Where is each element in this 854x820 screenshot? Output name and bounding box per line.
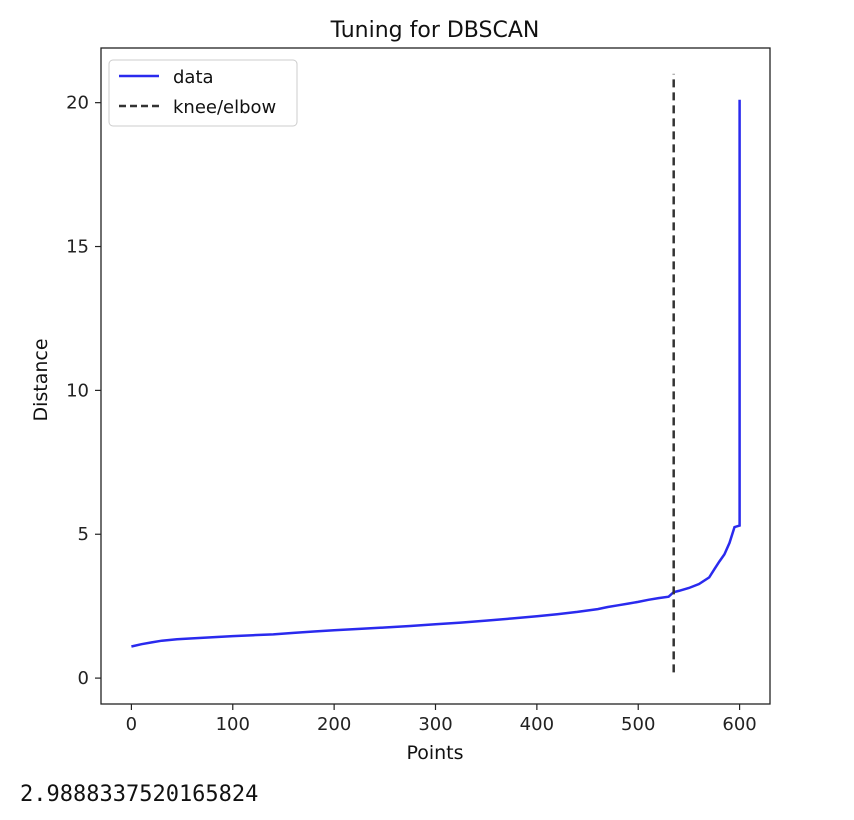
y-tick-label: 0	[78, 668, 89, 689]
y-tick-label: 15	[66, 237, 89, 258]
x-axis-label: Points	[406, 742, 463, 764]
x-tick-label: 100	[216, 714, 250, 735]
plot-frame	[100, 47, 771, 705]
chart: Tuning for DBSCAN 0 100 200 300 400 500 600 0 5…	[30, 18, 771, 764]
y-tick-label: 5	[78, 524, 89, 545]
x-tick-label: 200	[317, 714, 351, 735]
legend-label-knee-elbow: knee/elbow	[173, 97, 276, 118]
x-tick-label: 300	[418, 714, 452, 735]
series-line-data	[131, 99, 741, 648]
y-axis-label: Distance	[30, 338, 52, 421]
plot-lines	[131, 73, 741, 673]
x-tick-label: 0	[126, 714, 137, 735]
x-tick-label: 400	[520, 714, 554, 735]
chart-title: Tuning for DBSCAN	[330, 18, 540, 43]
y-tick-label: 10	[66, 380, 89, 401]
y-tick-label: 20	[66, 93, 89, 114]
y-axis: 0 5 10 15 20	[66, 93, 101, 689]
cell-output-value: 2.9888337520165824	[20, 782, 259, 807]
legend: data knee/elbow	[108, 59, 298, 127]
x-tick-label: 600	[722, 714, 756, 735]
legend-label-data: data	[173, 67, 214, 88]
x-axis: 0 100 200 300 400 500 600	[126, 704, 757, 735]
x-tick-label: 500	[621, 714, 655, 735]
